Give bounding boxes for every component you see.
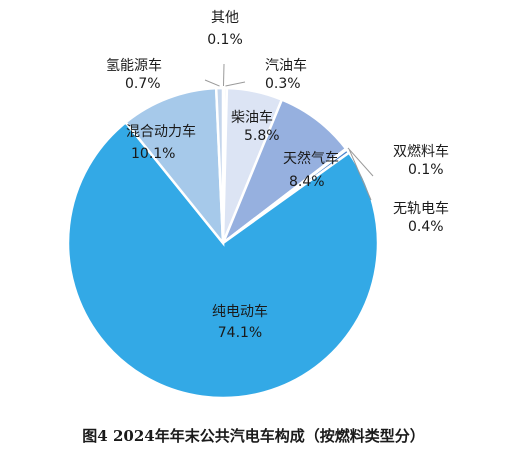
slice-value-label-4: 8.4% — [289, 174, 325, 190]
slice-name-label-3: 柴油车 — [231, 109, 273, 126]
figure-caption: 图4 2024年年末公共汽电车构成（按燃料类型分） — [82, 427, 425, 445]
pie-slice-7 — [66, 120, 380, 400]
slice-name-label-5: 双燃料车 — [393, 143, 449, 160]
pie-chart: 其他 0.1% 汽油车 0.3% 柴油车 5.8%天然气车 8.4% 双燃料车 0.1% 无轨电车… — [66, 10, 449, 400]
slice-name-label-9: 氢能源车 — [106, 57, 162, 74]
leader-line-2 — [225, 81, 246, 87]
slice-value-label-6: 0.4% — [408, 219, 444, 235]
leader-line-5 — [347, 147, 374, 177]
slice-value-label-2: 0.3% — [265, 76, 301, 92]
slice-value-label-5: 0.1% — [408, 162, 444, 178]
leader-line-1 — [222, 63, 225, 87]
slice-value-label-9: 0.7% — [125, 76, 161, 92]
pie-slice-8 — [123, 86, 225, 247]
slice-name-label-6: 无轨电车 — [393, 200, 449, 217]
slice-value-label-1: 0.1% — [207, 32, 243, 48]
leader-line-9 — [204, 79, 220, 87]
pie-slice-9 — [214, 86, 225, 244]
slice-value-label-3: 5.8% — [244, 128, 280, 144]
slice-name-label-1: 其他 — [211, 10, 239, 26]
slice-name-label-7: 纯电动车 — [212, 303, 268, 320]
slice-name-label-4: 天然气车 — [283, 150, 339, 167]
slice-value-label-8: 10.1% — [131, 146, 175, 162]
leader-line-6 — [348, 149, 372, 201]
slice-name-label-2: 汽油车 — [265, 57, 307, 74]
slice-name-label-8: 混合动力车 — [126, 123, 196, 140]
slice-value-label-7: 74.1% — [218, 325, 262, 341]
